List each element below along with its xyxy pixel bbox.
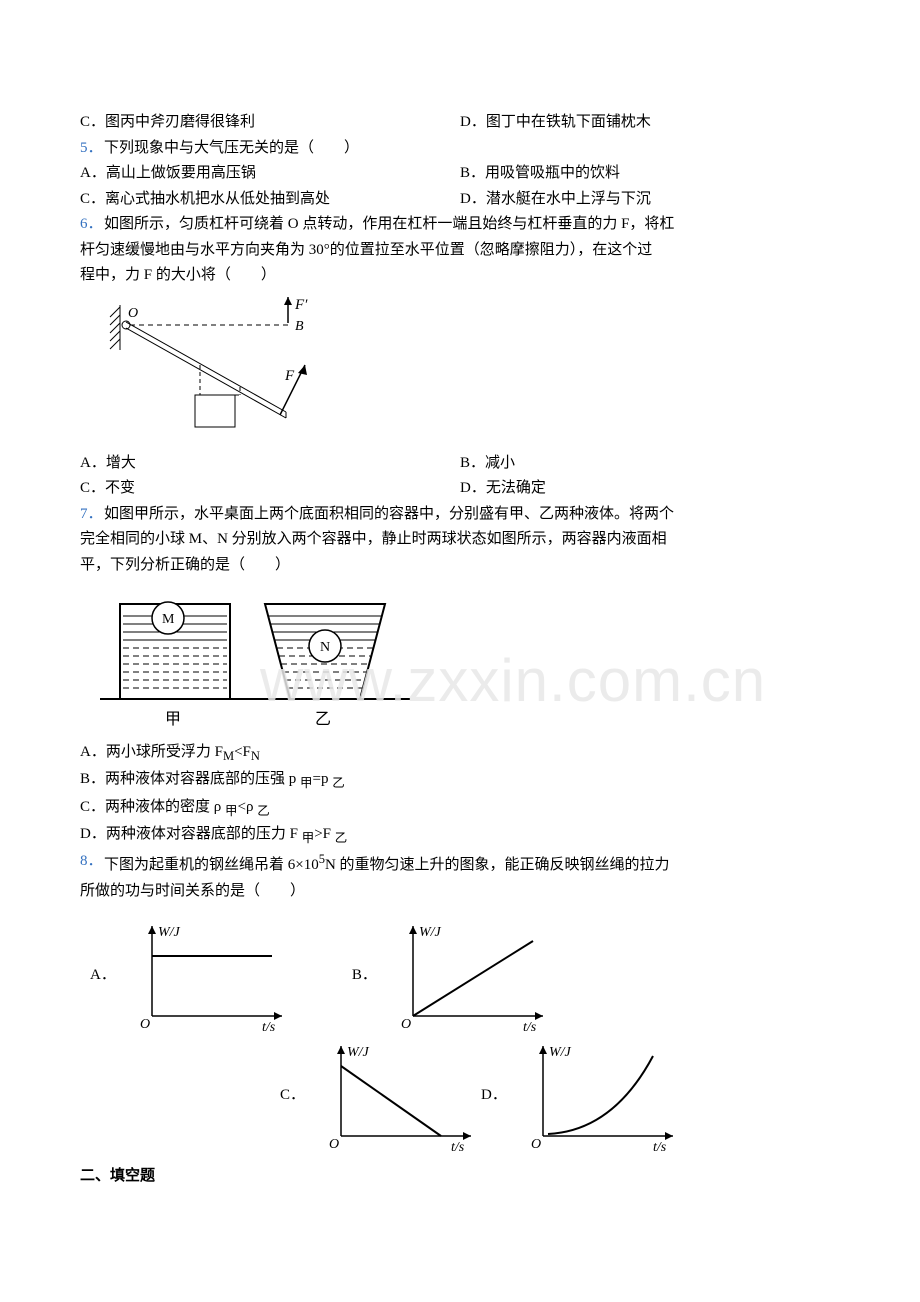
svg-text:t/s: t/s	[262, 1020, 276, 1035]
q8-label-b: B．	[352, 963, 377, 989]
q6-lever-svg: O B F F′	[90, 295, 320, 445]
q5-options-ab: A．高山上做饭要用高压锅 B．用吸管吸瓶中的饮料	[80, 161, 840, 187]
q7-stem-line1: 如图甲所示，水平桌面上两个底面积相同的容器中，分别盛有甲、乙两种液体。将两个	[104, 502, 674, 528]
q6-diagram: O B F F′	[90, 295, 840, 445]
q8: 8． 下图为起重机的钢丝绳吊着 6×105N 的重物匀速上升的图象，能正确反映钢…	[80, 849, 840, 879]
q8-label-d: D．	[481, 1083, 507, 1109]
q8-stem-line1: 下图为起重机的钢丝绳吊着 6×105N 的重物匀速上升的图象，能正确反映钢丝绳的…	[104, 849, 670, 879]
q6-option-d: D．无法确定	[460, 476, 840, 502]
q6: 6． 如图所示，匀质杠杆可绕着 O 点转动，作用在杠杆一端且始终与杠杆垂直的力 …	[80, 212, 840, 238]
q7-diagram: M N 甲 乙	[90, 584, 840, 734]
q6-number: 6．	[80, 212, 104, 238]
q7-containers-svg: M N 甲 乙	[90, 584, 430, 734]
q8-chart-a: W/J t/s O	[122, 916, 292, 1036]
q6-options-ab: A．增大 B．减小	[80, 451, 840, 477]
q6-label-b: B	[295, 319, 304, 334]
q8-chart-d: W/J t/s O	[513, 1036, 683, 1156]
q6-stem-line2: 杆匀速缓慢地由与水平方向夹角为 30°的位置拉至水平位置（忽略摩擦阻力），在这个…	[80, 238, 840, 264]
q6-stem-line3: 程中，力 F 的大小将（ ）	[80, 263, 840, 289]
svg-text:t/s: t/s	[523, 1020, 537, 1035]
q7-stem-line2: 完全相同的小球 M、N 分别放入两个容器中，静止时两球状态如图所示，两容器内液面…	[80, 527, 840, 553]
q7-option-a: A．两小球所受浮力 FM<FN	[80, 740, 840, 767]
q7-option-c: C．两种液体的密度 ρ 甲<ρ 乙	[80, 795, 840, 822]
q6-stem-line1: 如图所示，匀质杠杆可绕着 O 点转动，作用在杠杆一端且始终与杠杆垂直的力 F，将…	[104, 212, 674, 238]
svg-text:O: O	[140, 1017, 150, 1032]
q5-option-b: B．用吸管吸瓶中的饮料	[460, 161, 840, 187]
q8-charts-row2: C． W/J t/s O D． W/J t/s O	[280, 1036, 840, 1156]
q6-option-b: B．减小	[460, 451, 840, 477]
q8-label-a: A．	[90, 963, 116, 989]
q8-charts-row1: A． W/J t/s O B． W/J t/s O	[80, 916, 840, 1036]
q8-stem-line2: 所做的功与时间关系的是（ ）	[80, 879, 840, 905]
q7-number: 7．	[80, 502, 104, 528]
q5-option-c: C．离心式抽水机把水从低处抽到高处	[80, 187, 460, 213]
q6-label-o: O	[128, 306, 138, 321]
q7-label-left: 甲	[165, 711, 181, 728]
q7-ball-n-label: N	[320, 640, 330, 655]
q5-options-cd: C．离心式抽水机把水从低处抽到高处 D．潜水艇在水中上浮与下沉	[80, 187, 840, 213]
q8-chart-c: W/J t/s O	[311, 1036, 481, 1156]
svg-text:O: O	[531, 1137, 541, 1152]
q6-label-f2: F′	[294, 297, 308, 313]
q6-label-f: F	[284, 368, 295, 384]
q4-option-c: C．图丙中斧刃磨得很锋利	[80, 110, 460, 136]
q7-stem-line3: 平，下列分析正确的是（ ）	[80, 553, 840, 579]
svg-text:W/J: W/J	[419, 925, 442, 940]
q7-ball-m-label: M	[162, 612, 175, 627]
q8-number: 8．	[80, 849, 104, 875]
svg-text:W/J: W/J	[158, 925, 181, 940]
q6-option-c: C．不变	[80, 476, 460, 502]
q5-option-a: A．高山上做饭要用高压锅	[80, 161, 460, 187]
svg-text:t/s: t/s	[451, 1140, 465, 1155]
q6-option-a: A．增大	[80, 451, 460, 477]
svg-text:O: O	[329, 1137, 339, 1152]
q7-label-right: 乙	[315, 711, 331, 728]
svg-text:W/J: W/J	[347, 1045, 370, 1060]
q7-option-b: B．两种液体对容器底部的压强 p 甲=p 乙	[80, 767, 840, 794]
q8-chart-b: W/J t/s O	[383, 916, 553, 1036]
q5-stem: 下列现象中与大气压无关的是（ ）	[104, 136, 359, 162]
q7: 7． 如图甲所示，水平桌面上两个底面积相同的容器中，分别盛有甲、乙两种液体。将两…	[80, 502, 840, 528]
q5-number: 5．	[80, 136, 104, 162]
svg-text:W/J: W/J	[549, 1045, 572, 1060]
q4-options-cd: C．图丙中斧刃磨得很锋利 D．图丁中在铁轨下面铺枕木	[80, 110, 840, 136]
q7-option-d: D．两种液体对容器底部的压力 F 甲>F 乙	[80, 822, 840, 849]
section2-heading: 二、填空题	[80, 1164, 840, 1190]
q8-label-c: C．	[280, 1083, 305, 1109]
svg-text:O: O	[401, 1017, 411, 1032]
q6-options-cd: C．不变 D．无法确定	[80, 476, 840, 502]
q4-option-d: D．图丁中在铁轨下面铺枕木	[460, 110, 840, 136]
svg-text:t/s: t/s	[653, 1140, 667, 1155]
q5: 5． 下列现象中与大气压无关的是（ ）	[80, 136, 840, 162]
q5-option-d: D．潜水艇在水中上浮与下沉	[460, 187, 840, 213]
